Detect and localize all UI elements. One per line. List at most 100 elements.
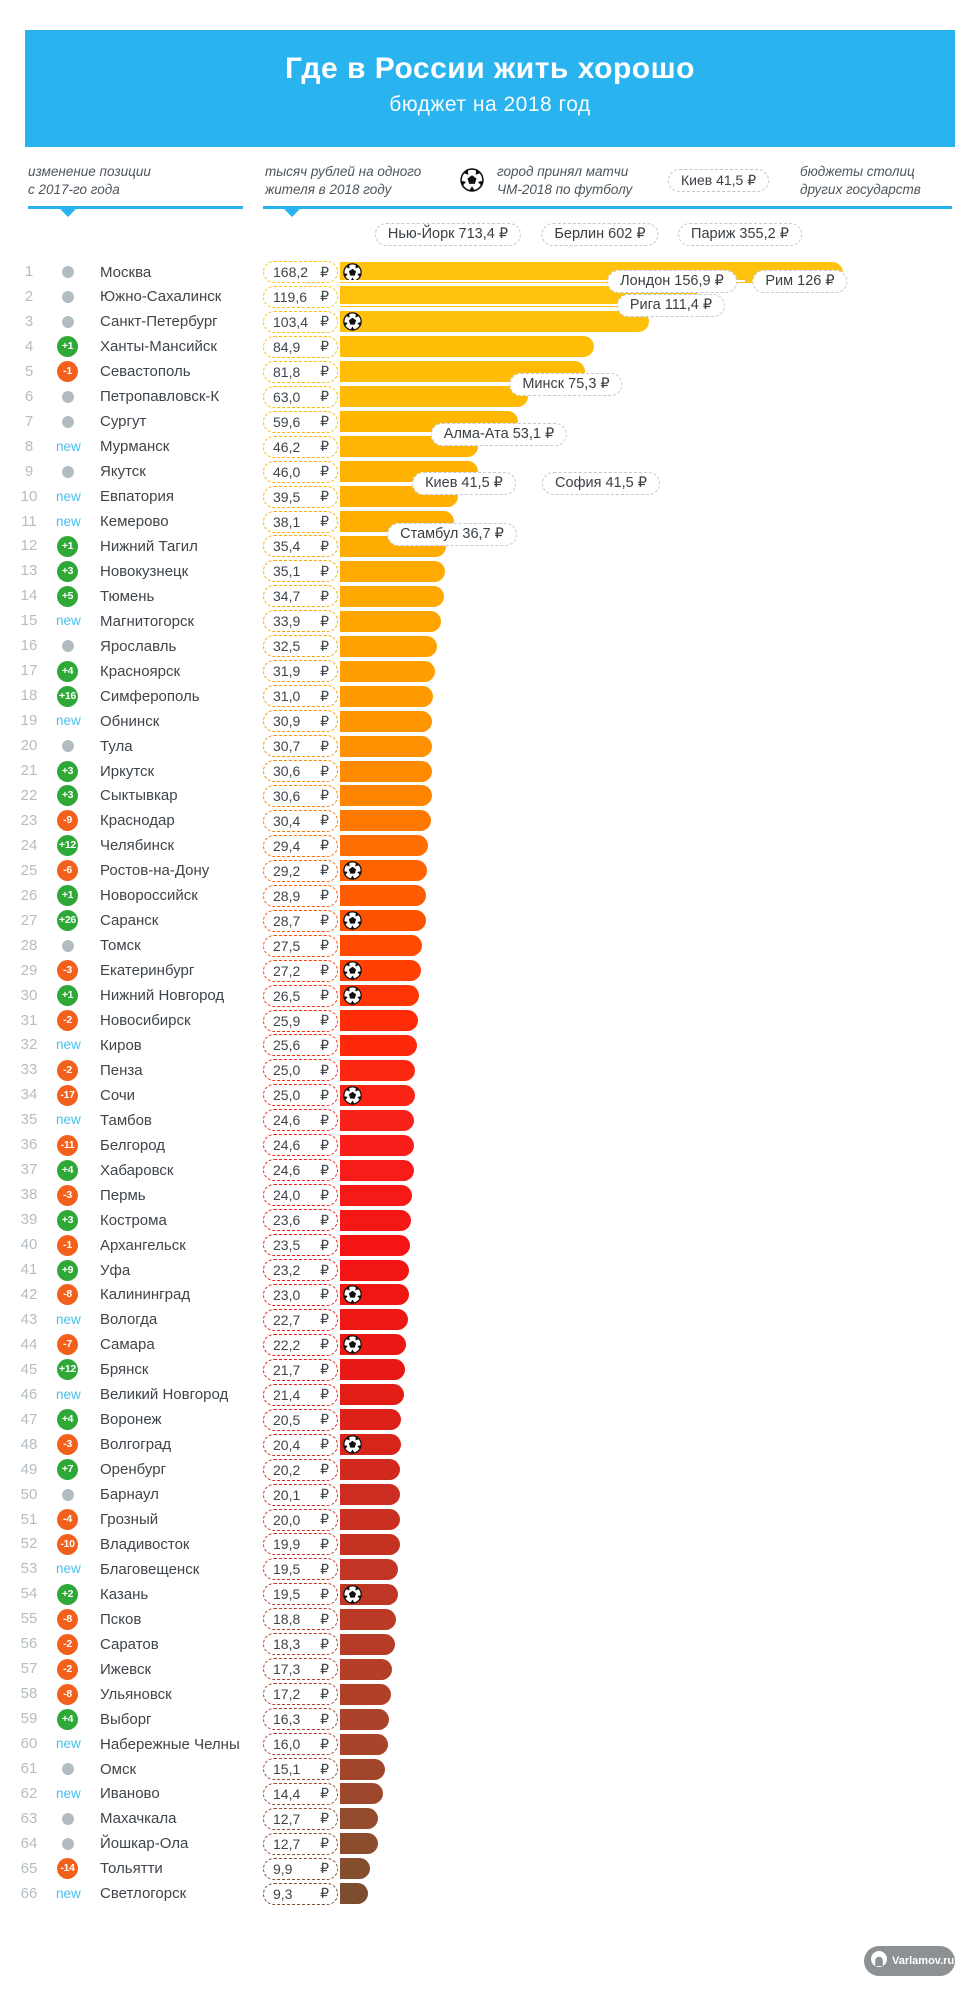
city-label: Благовещенск	[100, 1560, 200, 1578]
value-label: 59,6	[273, 413, 301, 430]
rank-label: 40	[20, 1236, 38, 1254]
ruble-sign: ₽	[320, 762, 329, 779]
ruble-sign: ₽	[320, 1136, 329, 1153]
rank-label: 2	[24, 287, 34, 305]
no-change-dot	[62, 266, 74, 278]
city-label: Краснодар	[100, 812, 175, 830]
value-label: 20,2	[273, 1461, 301, 1478]
city-label: Новосибирск	[100, 1012, 191, 1029]
bar	[340, 1259, 410, 1281]
ruble-sign: ₽	[320, 737, 329, 754]
ruble-sign: ₽	[320, 1585, 329, 1602]
rank-label: 21	[20, 762, 38, 779]
rank-label: 64	[20, 1834, 38, 1852]
rank-label: 37	[20, 1161, 38, 1179]
city-label: Великий Новгород	[100, 1386, 229, 1404]
city-label: Йошкар-Ола	[100, 1835, 189, 1853]
rank-up-badge: +4	[57, 1159, 78, 1181]
value-label: 32,5	[273, 638, 301, 655]
value-pill: 9,3 ₽	[263, 1882, 338, 1905]
ruble-sign: ₽	[320, 1610, 329, 1627]
varlamov-logo[interactable]: Varlamov.ru	[864, 1946, 955, 1976]
city-label: Ростов-на-Дону	[100, 862, 210, 880]
bar	[340, 810, 431, 832]
rank-down-badge: -8	[57, 1608, 78, 1630]
value-pill: 28,9 ₽	[263, 884, 338, 907]
rank-label: 39	[20, 1211, 38, 1229]
rank-up-badge: +5	[57, 585, 78, 607]
city-label: Магнитогорск	[100, 612, 195, 630]
ruble-sign: ₽	[320, 1286, 329, 1303]
value-label: 21,7	[273, 1361, 301, 1378]
rank-label: 11	[21, 512, 37, 530]
ruble-sign: ₽	[320, 637, 329, 654]
value-pill: 103,4 ₽	[263, 310, 338, 333]
rank-up-badge: +3	[57, 760, 78, 782]
city-label: Саратов	[100, 1635, 159, 1653]
bar	[340, 735, 432, 757]
rank-label: 34	[20, 1086, 38, 1104]
rank-up-badge: +12	[57, 835, 78, 857]
new-entry-label: new	[56, 488, 81, 504]
value-pill: 38,1 ₽	[263, 510, 338, 533]
bar	[340, 1883, 368, 1905]
value-pill: 39,5 ₽	[263, 485, 338, 508]
value-pill: 17,2 ₽	[263, 1683, 338, 1706]
value-label: 35,4	[273, 538, 301, 555]
rank-up-badge: +3	[57, 785, 78, 807]
city-label: Омск	[100, 1760, 137, 1778]
city-label: Брянск	[100, 1361, 149, 1379]
city-label: Воронеж	[100, 1411, 162, 1429]
city-label: Сочи	[100, 1086, 136, 1104]
rank-up-badge: +26	[57, 910, 78, 932]
rank-label: 26	[20, 886, 38, 904]
ruble-sign: ₽	[320, 1211, 329, 1228]
rank-label: 28	[20, 936, 38, 954]
no-change-dot	[62, 415, 74, 428]
rank-label: 17	[20, 662, 38, 680]
worldcup-ball-icon	[343, 911, 362, 935]
bar	[340, 1533, 400, 1555]
city-label: Казань	[100, 1585, 149, 1603]
rank-label: 42	[20, 1285, 38, 1303]
value-pill: 32,5 ₽	[263, 635, 338, 658]
value-label: 20,4	[273, 1436, 301, 1453]
callout-london: Лондон 156,9 ₽	[607, 270, 737, 293]
value-pill: 84,9 ₽	[263, 335, 338, 358]
city-label: Сыктывкар	[100, 787, 178, 805]
bar	[340, 1384, 404, 1406]
ruble-sign: ₽	[320, 1885, 329, 1902]
rank-down-badge: -7	[57, 1334, 78, 1356]
value-pill: 20,5 ₽	[263, 1408, 338, 1431]
value-pill: 30,6 ₽	[263, 784, 338, 807]
rank-down-badge: -2	[57, 1059, 78, 1081]
ruble-sign: ₽	[320, 263, 329, 280]
value-pill: 35,1 ₽	[263, 560, 338, 583]
no-change-dot	[62, 315, 74, 328]
rank-label: 47	[20, 1410, 38, 1428]
no-change-dot	[62, 740, 74, 753]
city-label: Самара	[100, 1336, 155, 1354]
rank-down-badge: -2	[57, 1658, 78, 1680]
value-label: 21,4	[273, 1386, 301, 1403]
rank-down-badge: -11	[57, 1134, 78, 1156]
rank-label: 49	[20, 1460, 38, 1478]
value-label: 19,5	[273, 1561, 301, 1578]
ruble-sign: ₽	[320, 488, 329, 505]
ruble-sign: ₽	[320, 537, 329, 554]
city-label: Петропавловск-К	[100, 388, 220, 406]
no-change-dot	[62, 1812, 74, 1825]
city-label: Санкт-Петербург	[100, 313, 218, 331]
rank-label: 31	[20, 1011, 38, 1029]
rank-down-badge: -2	[57, 1633, 78, 1655]
rank-label: 14	[20, 587, 38, 605]
value-label: 18,3	[273, 1636, 301, 1653]
rank-label: 61	[20, 1760, 38, 1777]
ruble-sign: ₽	[320, 1111, 329, 1128]
bar	[340, 960, 422, 982]
city-label: Уфа	[100, 1261, 131, 1279]
rank-label: 7	[24, 412, 34, 430]
value-pill: 30,6 ₽	[263, 760, 338, 782]
value-pill: 30,4 ₽	[263, 809, 338, 832]
